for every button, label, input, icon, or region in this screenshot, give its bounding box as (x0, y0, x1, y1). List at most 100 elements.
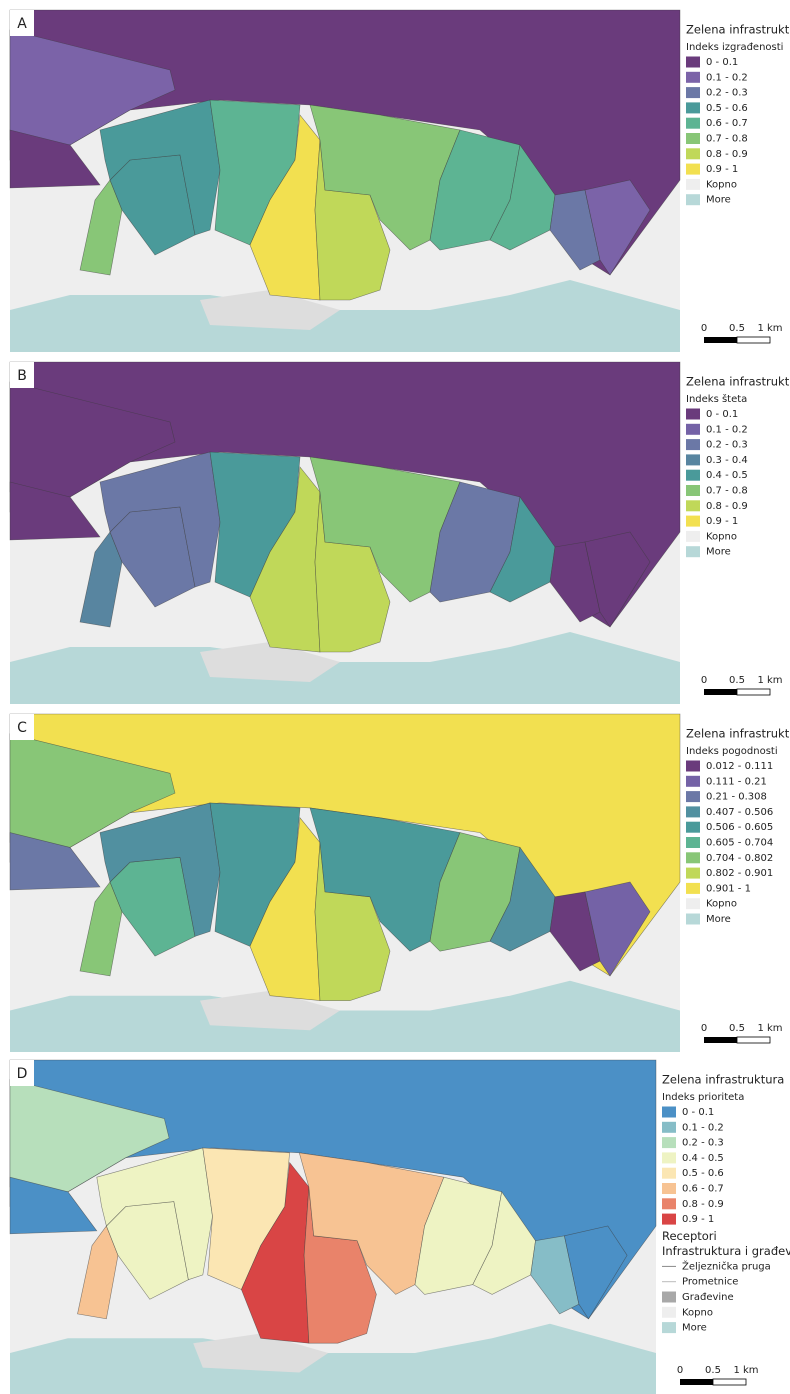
legend-label: More (682, 1323, 707, 1334)
legend-label: 0.012 - 0.111 (706, 761, 773, 772)
legend-swatch (686, 164, 700, 175)
legend-label: 0.4 - 0.5 (682, 1153, 724, 1164)
map-panel: A (10, 10, 680, 352)
scale-label: 1 km (757, 1023, 782, 1034)
legend-swatch (662, 1122, 676, 1133)
legend-label: 0.21 - 0.308 (706, 792, 767, 803)
legend-title: Zelena infrastruktura (686, 375, 790, 389)
figure: A Zelena infrastruktura Indeks izgrađenost… (0, 0, 790, 1394)
legend-swatch (662, 1198, 676, 1209)
legend-label: 0.1 - 0.2 (682, 1122, 724, 1133)
legend-label: 0.6 - 0.7 (706, 118, 748, 129)
scale-label: 0 (701, 1023, 707, 1034)
legend-label: 0.111 - 0.21 (706, 776, 767, 787)
legend-label: 0.901 - 1 (706, 883, 751, 894)
legend-swatch (686, 179, 700, 190)
legend-label: 0.704 - 0.802 (706, 853, 773, 864)
legend-label: Kopno (706, 899, 737, 910)
legend-swatch (662, 1107, 676, 1118)
legend-label: More (706, 195, 731, 206)
legend-label: 0.6 - 0.7 (682, 1184, 724, 1195)
legend-swatch (686, 806, 700, 817)
scale-bar (737, 337, 770, 343)
legend-swatch (686, 102, 700, 113)
legend-swatch (686, 409, 700, 420)
map-panel: D (10, 1060, 656, 1394)
legend-swatch (686, 776, 700, 787)
legend-label: 0.605 - 0.704 (706, 838, 773, 849)
legend-label: 0.2 - 0.3 (706, 88, 748, 99)
legend-swatch (662, 1168, 676, 1179)
legend-swatch (686, 500, 700, 511)
legend-label: 0.9 - 1 (682, 1214, 714, 1225)
scale-label: 0.5 (705, 1365, 721, 1376)
scale-bar (713, 1379, 746, 1385)
legend-label: 0.7 - 0.8 (706, 486, 748, 497)
legend-swatch (662, 1292, 676, 1303)
legend-label: 0.1 - 0.2 (706, 424, 748, 435)
legend-label: Kopno (706, 531, 737, 542)
legend-swatch (686, 761, 700, 772)
legend-swatch (686, 883, 700, 894)
legend-label: 0.9 - 1 (706, 164, 738, 175)
legend-swatch (662, 1137, 676, 1148)
legend-swatch (662, 1152, 676, 1163)
legend-swatch (686, 148, 700, 159)
legend-label: 0.407 - 0.506 (706, 807, 773, 818)
legend-swatch (686, 133, 700, 144)
legend-swatch (686, 454, 700, 465)
scale-label: 0 (701, 323, 707, 334)
legend-swatch (662, 1183, 676, 1194)
legend-title: Zelena infrastruktura (662, 1073, 784, 1087)
legend-label: Kopno (706, 179, 737, 190)
legend-title: Zelena infrastruktura (686, 23, 790, 37)
scale-label: 0.5 (729, 323, 745, 334)
legend-swatch (686, 898, 700, 909)
legend-subtitle: Indeks pogodnosti (686, 746, 778, 757)
legend-label: Željeznička pruga (682, 1259, 771, 1272)
legend-swatch (686, 485, 700, 496)
legend-subtitle: Indeks izgrađenosti (686, 42, 783, 53)
legend-label: Prometnice (682, 1277, 738, 1288)
legend-swatch (686, 57, 700, 68)
legend-label: 0.2 - 0.3 (706, 440, 748, 451)
legend-swatch (686, 546, 700, 557)
legend-label: 0.2 - 0.3 (682, 1138, 724, 1149)
map-panel: B (10, 362, 680, 704)
map-panel: C (10, 714, 680, 1052)
legend-label: More (706, 547, 731, 558)
legend-swatch (686, 516, 700, 527)
legend-label: 0.1 - 0.2 (706, 72, 748, 83)
legend-heading: Infrastruktura i građevine (662, 1244, 790, 1258)
legend-swatch (686, 837, 700, 848)
legend-label: 0.4 - 0.5 (706, 470, 748, 481)
legend-subtitle: Indeks prioriteta (662, 1092, 744, 1103)
scale-bar (737, 689, 770, 695)
legend-swatch (662, 1322, 676, 1333)
legend-swatch (686, 424, 700, 435)
legend-label: 0.5 - 0.6 (706, 103, 748, 114)
scale-label: 1 km (757, 675, 782, 686)
legend-label: Građevine (682, 1292, 734, 1303)
legend-label: 0.7 - 0.8 (706, 134, 748, 145)
legend-swatch (686, 852, 700, 863)
scale-label: 0.5 (729, 675, 745, 686)
legend-label: 0.506 - 0.605 (706, 822, 773, 833)
legend-label: More (706, 914, 731, 925)
scale-bar (704, 1037, 737, 1043)
legend-swatch (662, 1307, 676, 1318)
scale-label: 0 (701, 675, 707, 686)
legend-label: 0.5 - 0.6 (682, 1168, 724, 1179)
legend-swatch (686, 914, 700, 925)
legend-swatch (686, 868, 700, 879)
legend-label: 0.802 - 0.901 (706, 868, 773, 879)
legend-swatch (686, 470, 700, 481)
scale-label: 1 km (757, 323, 782, 334)
legend-label: 0.8 - 0.9 (706, 149, 748, 160)
scale-bar (737, 1037, 770, 1043)
legend-swatch (686, 531, 700, 542)
legend-swatch (686, 118, 700, 129)
scale-bar (704, 337, 737, 343)
legend-title: Zelena infrastruktura (686, 727, 790, 741)
legend-label: 0 - 0.1 (706, 57, 738, 68)
